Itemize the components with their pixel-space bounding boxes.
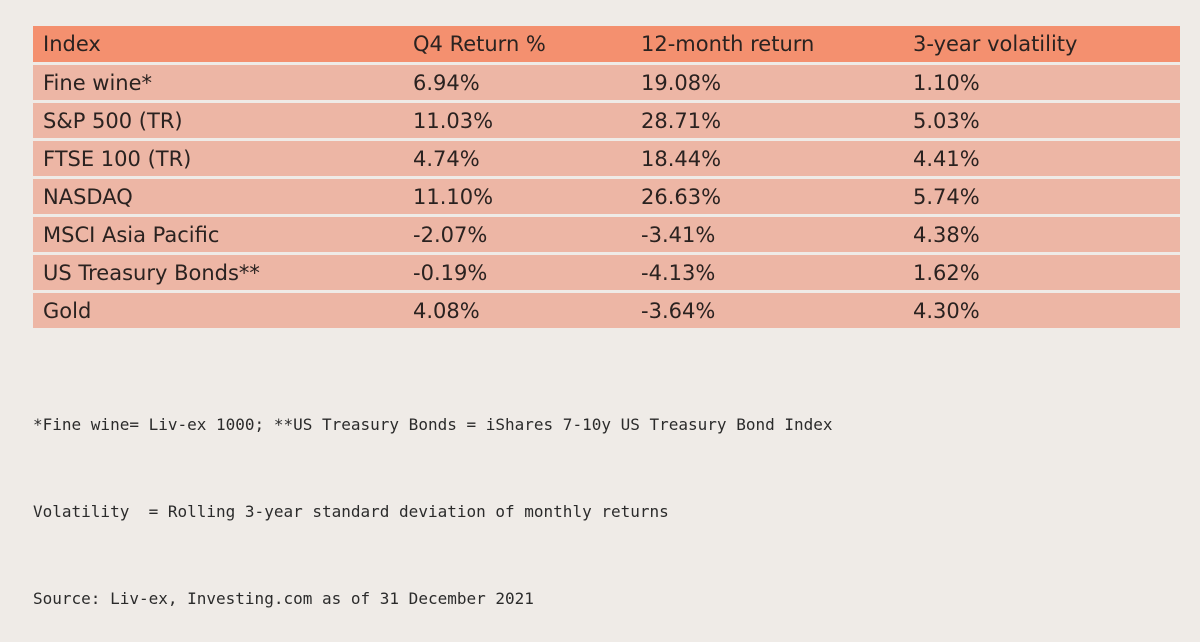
table-row: MSCI Asia Pacific -2.07% -3.41% 4.38% — [33, 217, 1180, 252]
table-row: Fine wine* 6.94% 19.08% 1.10% — [33, 65, 1180, 100]
cell-3-year-volatility: 4.38% — [903, 217, 1180, 252]
cell-q4-return: -0.19% — [403, 255, 631, 290]
cell-q4-return: 4.08% — [403, 293, 631, 328]
header-index: Index — [33, 26, 403, 62]
cell-q4-return: 6.94% — [403, 65, 631, 100]
cell-12-month-return: 28.71% — [631, 103, 903, 138]
cell-12-month-return: 19.08% — [631, 65, 903, 100]
cell-index: Fine wine* — [33, 65, 403, 100]
footnote-volatility: Volatility = Rolling 3-year standard dev… — [33, 502, 669, 521]
table-row: FTSE 100 (TR) 4.74% 18.44% 4.41% — [33, 141, 1180, 176]
table-row: S&P 500 (TR) 11.03% 28.71% 5.03% — [33, 103, 1180, 138]
header-q4-return: Q4 Return % — [403, 26, 631, 62]
header-12-month-return: 12-month return — [631, 26, 903, 62]
cell-12-month-return: -3.41% — [631, 217, 903, 252]
cell-3-year-volatility: 1.62% — [903, 255, 1180, 290]
cell-index: Gold — [33, 293, 403, 328]
table-footnotes: *Fine wine= Liv-ex 1000; **US Treasury B… — [33, 352, 833, 642]
cell-3-year-volatility: 5.03% — [903, 103, 1180, 138]
cell-3-year-volatility: 5.74% — [903, 179, 1180, 214]
table-row: US Treasury Bonds** -0.19% -4.13% 1.62% — [33, 255, 1180, 290]
cell-index: MSCI Asia Pacific — [33, 217, 403, 252]
footnote-source: Source: Liv-ex, Investing.com as of 31 D… — [33, 589, 534, 608]
cell-12-month-return: -3.64% — [631, 293, 903, 328]
cell-12-month-return: 26.63% — [631, 179, 903, 214]
cell-index: NASDAQ — [33, 179, 403, 214]
cell-3-year-volatility: 4.30% — [903, 293, 1180, 328]
cell-12-month-return: -4.13% — [631, 255, 903, 290]
cell-3-year-volatility: 4.41% — [903, 141, 1180, 176]
table-row: Gold 4.08% -3.64% 4.30% — [33, 293, 1180, 328]
footnote-definitions: *Fine wine= Liv-ex 1000; **US Treasury B… — [33, 415, 833, 434]
cell-q4-return: 4.74% — [403, 141, 631, 176]
cell-3-year-volatility: 1.10% — [903, 65, 1180, 100]
cell-index: US Treasury Bonds** — [33, 255, 403, 290]
cell-q4-return: -2.07% — [403, 217, 631, 252]
cell-q4-return: 11.03% — [403, 103, 631, 138]
returns-table-container: Index Q4 Return % 12-month return 3-year… — [33, 26, 1180, 331]
cell-q4-return: 11.10% — [403, 179, 631, 214]
table-row: NASDAQ 11.10% 26.63% 5.74% — [33, 179, 1180, 214]
cell-12-month-return: 18.44% — [631, 141, 903, 176]
table-header-row: Index Q4 Return % 12-month return 3-year… — [33, 26, 1180, 62]
header-3-year-volatility: 3-year volatility — [903, 26, 1180, 62]
returns-table: Index Q4 Return % 12-month return 3-year… — [33, 23, 1180, 331]
cell-index: S&P 500 (TR) — [33, 103, 403, 138]
cell-index: FTSE 100 (TR) — [33, 141, 403, 176]
